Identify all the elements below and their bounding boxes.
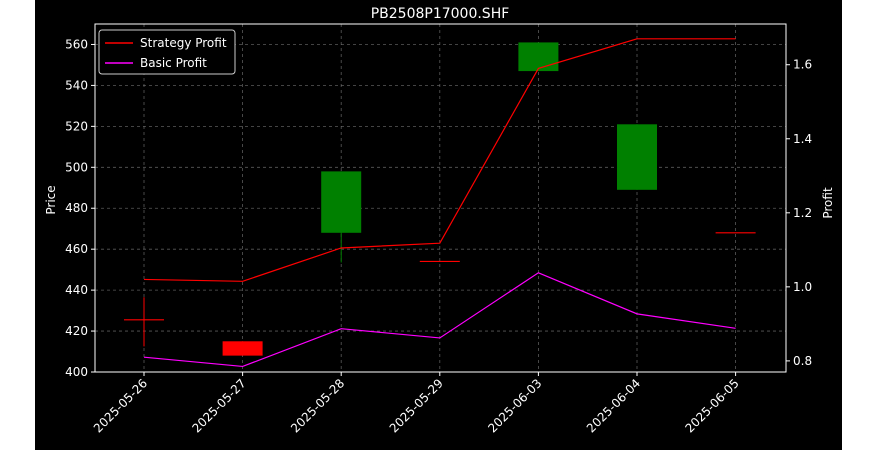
legend-label-strategy-profit: Strategy Profit [140, 36, 227, 50]
y-tick-label-left: 460 [65, 242, 88, 256]
figure-background [35, 0, 842, 450]
y-tick-label-right: 1.4 [793, 132, 812, 146]
legend: Strategy Profit Basic Profit [98, 29, 236, 75]
y-tick-label-left: 440 [65, 283, 88, 297]
x-tick-label: 2025-05-26 [91, 376, 150, 435]
basic-profit-line [143, 272, 736, 368]
candle-body [617, 124, 657, 190]
y-tick-label-left: 500 [65, 160, 88, 174]
x-tick-label: 2025-06-05 [683, 376, 742, 435]
line-layer [143, 38, 736, 368]
y-tick-label-left: 520 [65, 119, 88, 133]
legend-label-basic-profit: Basic Profit [140, 56, 207, 70]
y-tick-label-right: 1.2 [793, 206, 812, 220]
y-tick-label-left: 540 [65, 78, 88, 92]
x-tick-label: 2025-05-29 [387, 376, 446, 435]
y-axis-label-right: Profit [821, 187, 835, 219]
y-tick-label-left: 560 [65, 37, 88, 51]
x-tick-label: 2025-06-03 [485, 376, 544, 435]
grid-layer [95, 24, 786, 373]
x-tick-label: 2025-05-27 [190, 376, 249, 435]
y-tick-label-right: 1.0 [793, 280, 812, 294]
y-tick-label-right: 1.6 [793, 58, 812, 72]
axis-layer: 400 420 440 460 480 500 520 540 560 2025-05-26 202… [65, 37, 812, 435]
x-tick-label: 2025-05-28 [288, 376, 347, 435]
candle-body [222, 341, 263, 356]
y-tick-label-right: 0.8 [793, 354, 812, 368]
plot-frame [94, 23, 787, 373]
x-tick-label: 2025-06-04 [584, 376, 643, 435]
candle-body [518, 42, 559, 72]
y-tick-label-left: 480 [65, 201, 88, 215]
chart-title: PB2508P17000.SHF [371, 6, 510, 22]
strategy-profit-line [143, 38, 736, 282]
candle-layer [124, 42, 756, 356]
y-axis-label-left: Price [44, 185, 58, 214]
y-tick-label-left: 420 [65, 324, 88, 338]
candle-body [321, 171, 362, 233]
y-tick-label-left: 400 [65, 365, 88, 379]
